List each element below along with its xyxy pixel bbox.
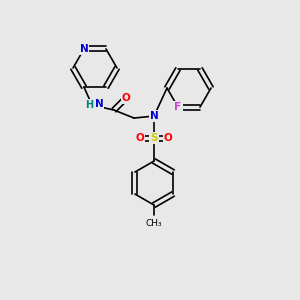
Text: O: O — [164, 133, 172, 143]
Text: H: H — [85, 100, 93, 110]
Text: CH₃: CH₃ — [146, 219, 162, 228]
Text: N: N — [80, 44, 88, 54]
Text: F: F — [174, 102, 182, 112]
Text: O: O — [136, 133, 144, 143]
Text: N: N — [150, 111, 158, 121]
Text: O: O — [122, 93, 130, 103]
Text: S: S — [150, 133, 158, 143]
Text: N: N — [94, 99, 103, 109]
